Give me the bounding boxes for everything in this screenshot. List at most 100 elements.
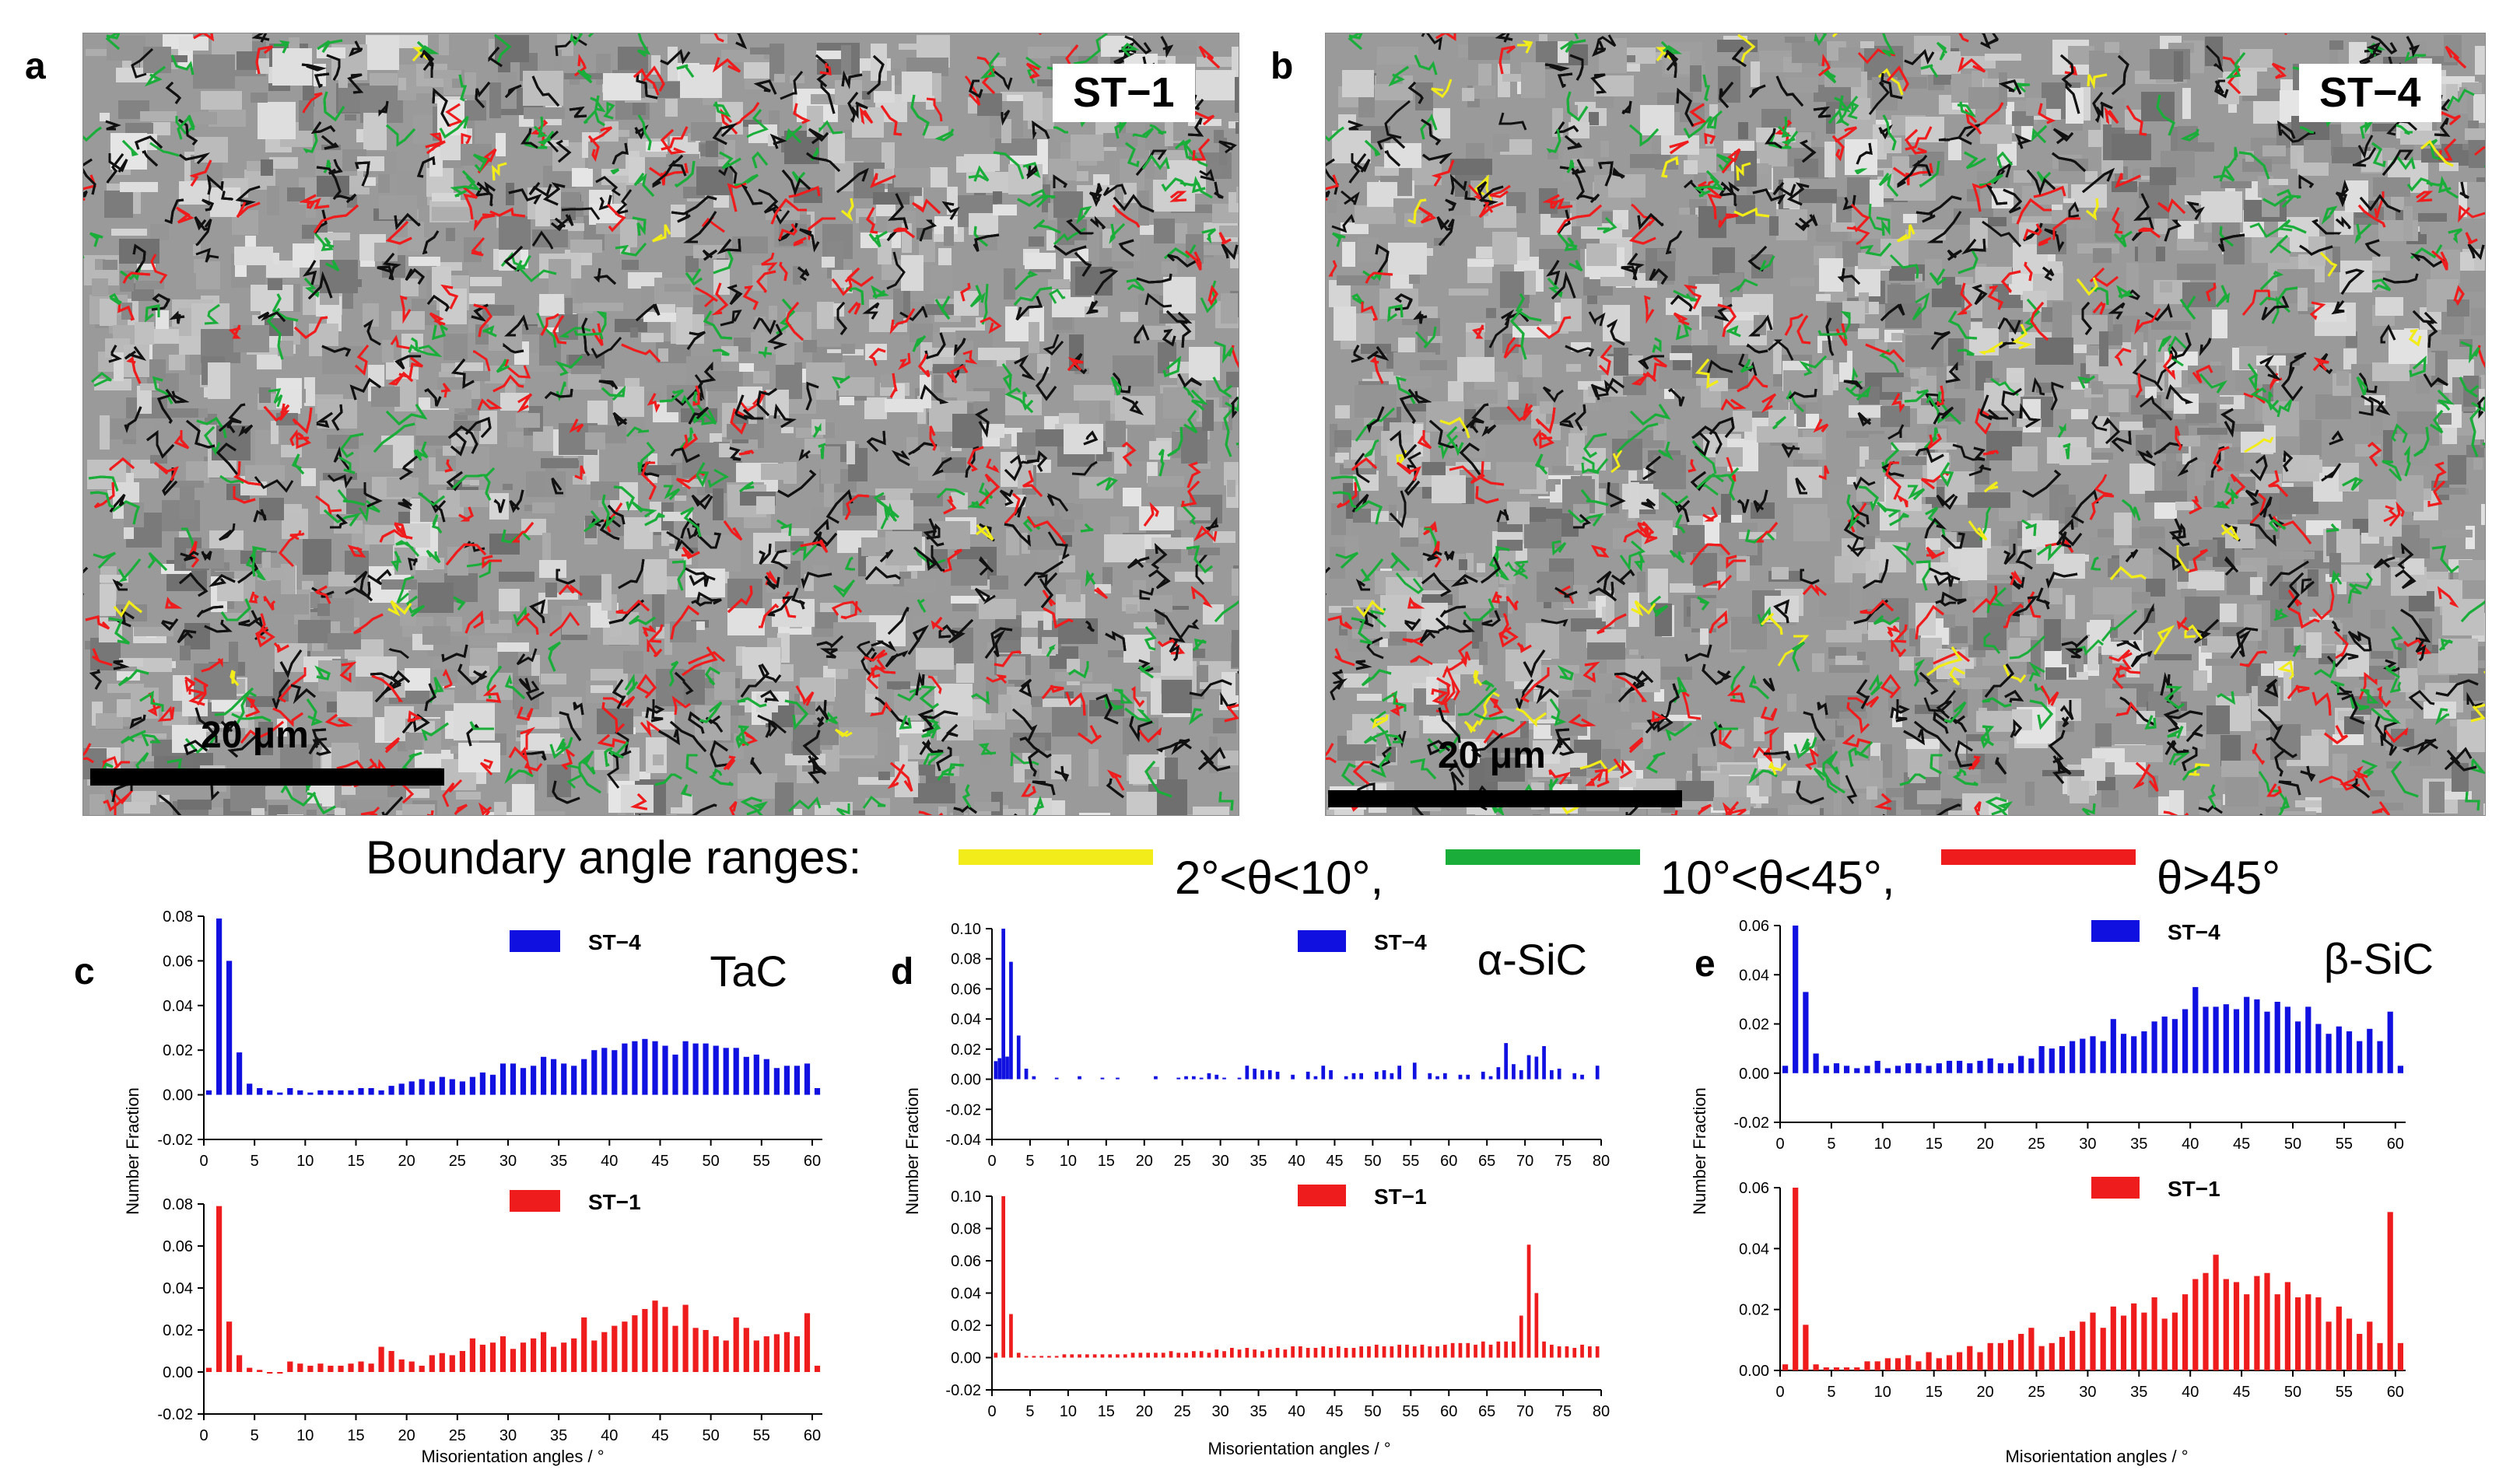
bar [439,1076,445,1095]
bar [1306,1071,1310,1080]
bar [703,1330,709,1372]
bar [1100,1354,1105,1358]
x-tick-label: 45 [2233,1136,2250,1153]
bar [1458,1074,1463,1080]
bar [510,1349,517,1372]
bar [997,1058,1002,1080]
bar [733,1317,739,1372]
bar [723,1340,729,1372]
bar [419,1079,425,1095]
bar [1176,1077,1181,1080]
y-tick-label: 0.04 [1739,967,1769,984]
bar [591,1340,598,1372]
bar [1275,1348,1280,1358]
bar [1435,1346,1439,1358]
bar [2346,1318,2353,1370]
x-tick-label: 45 [2233,1384,2250,1401]
bar [2182,1009,2189,1073]
bar [358,1088,364,1095]
bar [2387,1011,2393,1073]
x-tick-label: 80 [1593,1153,1610,1170]
series-st4: -0.04 -0.02 0.00 0.02 0.04 0.06 0.08 0.10 0 5 10 15… [945,921,1610,1170]
bar [479,1344,485,1372]
y-tick-label: 0.00 [163,1087,193,1104]
y-axis-label: Number Fraction [903,1087,922,1215]
bar [2110,1019,2116,1073]
series-st4: -0.02 0.00 0.02 0.04 0.06 0 5 10 15 20 25 30 35 40 45 5… [1733,918,2406,1153]
bar [237,1052,243,1095]
bar [2284,1282,2290,1370]
x-tick-label: 0 [987,1153,996,1170]
bar [1526,1055,1531,1080]
y-tick-label: 0.02 [951,1041,981,1059]
bar [601,1332,608,1372]
bar [1306,1348,1310,1358]
bar [2038,1346,2045,1370]
bar [2233,1009,2240,1073]
bar [1496,1341,1501,1358]
bar [1987,1342,1993,1371]
x-tick-label: 5 [1827,1136,1835,1153]
bar [205,1367,212,1372]
bar [499,1336,506,1372]
bar [2131,1036,2137,1073]
chart-title: α-SiC [1477,935,1587,984]
bar [358,1361,364,1372]
y-tick-label: -0.04 [945,1132,981,1149]
x-tick-label: 20 [1976,1384,1993,1401]
bar [1100,1077,1105,1080]
bar [1488,1076,1493,1080]
bar [2059,1336,2065,1370]
y-tick-label: 0.02 [163,1322,193,1339]
x-tick-label: 40 [601,1153,618,1170]
bar [2367,1028,2373,1073]
bar [2213,1255,2219,1370]
bar [561,1063,567,1095]
bar [1512,1064,1516,1080]
x-tick-label: 15 [1926,1136,1943,1153]
chart-panel-d: d α-SiC -0.04 -0.02 0.00 0.02 0.04 0.06 0.08 0.10… [891,921,1610,1458]
bar [388,1086,394,1095]
x-tick-label: 30 [1212,1153,1229,1170]
x-tick-label: 60 [2387,1136,2404,1153]
bar [561,1342,567,1372]
bar [713,1045,719,1095]
x-tick-label: 70 [1516,1403,1533,1420]
bar [398,1359,405,1372]
bar [1299,1346,1302,1358]
scale-bar-b [1328,790,1682,807]
bar [1987,1058,1993,1073]
bar [551,1059,557,1095]
x-tick-label: 30 [2079,1136,2096,1153]
bar [1588,1346,1592,1358]
bar [2213,1006,2219,1073]
bar [2397,1342,2403,1371]
y-tick-label: 0.10 [951,1188,981,1206]
x-tick-label: 60 [2387,1384,2404,1401]
bar [591,1050,598,1095]
bar [1176,1353,1181,1358]
bar [2007,1339,2014,1370]
bar [2161,1318,2168,1370]
bar [378,1090,384,1095]
bar [2131,1303,2137,1370]
scale-label-a: 20 μm [201,715,309,756]
bar [531,1066,537,1095]
bar [2367,1321,2373,1370]
series-st1: -0.02 0.00 0.02 0.04 0.06 0.08 0 5 10 15 20 25 30 35 4… [157,1190,822,1444]
bar [1351,1348,1356,1358]
bar [1054,1356,1059,1358]
bar [1915,1063,1922,1073]
bar [2254,999,2260,1073]
x-tick-label: 45 [1326,1153,1343,1170]
legend-label: ST−4 [1374,930,1427,954]
bar [1580,1344,1584,1358]
y-tick-label: 0.00 [1739,1363,1769,1380]
bar [1275,1071,1280,1080]
bar [1222,1077,1226,1080]
x-tick-label: 15 [347,1153,364,1170]
bar [1116,1354,1120,1358]
y-tick-label: 0.00 [951,1072,981,1089]
bar [2182,1294,2189,1370]
